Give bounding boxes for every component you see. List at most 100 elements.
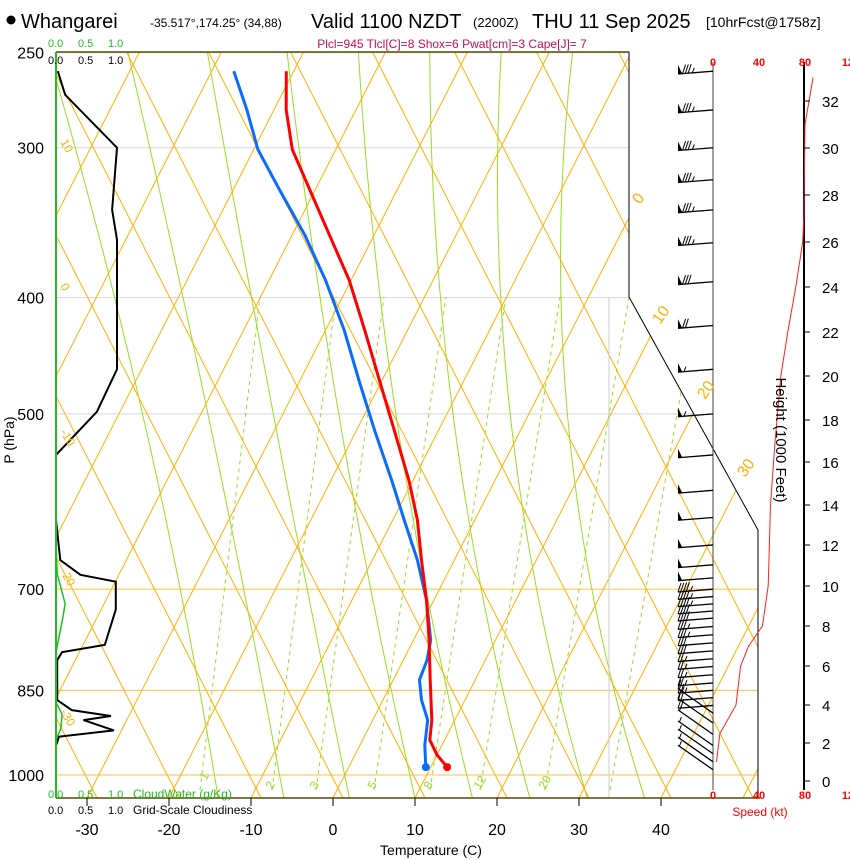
wind-barb-feather	[680, 636, 685, 646]
utc-time: (2200Z)	[473, 15, 519, 30]
wind-barb-feather	[687, 235, 692, 245]
height-tick-label: 12	[822, 538, 839, 555]
wind-barb-feather	[682, 275, 687, 285]
cloudiness-tick-bottom: 0.5	[78, 805, 93, 817]
cloudiness-label: Grid-Scale Cloudiness	[133, 803, 252, 817]
mixing-ratio-label: 20	[535, 773, 554, 792]
wind-barb	[677, 172, 714, 184]
wind-barb-half-feather	[678, 725, 682, 731]
wind-barb-pennant	[678, 141, 683, 151]
moist-adiabat-line	[429, 52, 531, 798]
isotherm-line	[86, 52, 468, 798]
wind-barb-feather	[680, 619, 685, 630]
pressure-tick-label: 850	[17, 683, 44, 700]
wind-barb-staff	[677, 516, 714, 521]
wind-barb	[677, 274, 714, 286]
height-tick-label: 24	[822, 280, 839, 297]
wind-barb-feather	[677, 628, 682, 638]
isotherm-line	[168, 52, 550, 798]
wind-barb-pennant	[678, 571, 683, 581]
forecast-info: [10hrFcst@1758z]	[706, 14, 821, 30]
temp-tick-label: 10	[406, 822, 424, 839]
wind-barb-feather	[684, 140, 689, 151]
wind-barb-pennant	[678, 319, 683, 329]
wind-barb-pennant	[678, 236, 683, 246]
temperature-line	[284, 71, 449, 769]
dry-adiabat-line	[454, 52, 758, 798]
temp-tick-label: 20	[488, 822, 506, 839]
mixing-ratio-label: 3	[306, 778, 322, 791]
wind-barb-feather	[683, 589, 688, 600]
cloudwater-tick-top: 0.0	[48, 38, 63, 50]
wind-barb-feather	[683, 619, 688, 630]
height-tick-label: 22	[822, 325, 839, 342]
isotherm-line	[56, 52, 222, 798]
wind-barb	[677, 659, 714, 670]
wind-barb-feather	[682, 141, 687, 151]
mixing-ratio-line	[429, 296, 507, 791]
wind-barb-half-feather	[681, 686, 685, 692]
dry-adiabat-line	[56, 52, 426, 798]
mixing-ratio-label: 12	[470, 773, 489, 792]
wind-barb-feather	[680, 628, 685, 638]
height-tick-label: 20	[822, 369, 839, 386]
wind-barb-feather	[680, 652, 685, 662]
wind-barb-feather	[680, 676, 685, 686]
wind-barb-half-feather	[687, 631, 691, 637]
wind-barb-half-feather	[684, 679, 688, 686]
wind-barb	[677, 689, 714, 724]
cloudiness-tick-top: 1.0	[108, 55, 123, 67]
mixing-ratio-label: 8	[420, 778, 436, 791]
wind-barb-feather	[677, 597, 682, 607]
wind-barb-pennant	[678, 448, 683, 458]
dry-adiabat-line	[56, 52, 262, 798]
speed-tick-top: 0	[710, 57, 716, 69]
wind-barb-feather	[687, 202, 692, 213]
wind-barb-pennant	[678, 538, 683, 548]
wind-barb-pennant	[678, 103, 683, 113]
wind-barb-feather	[687, 172, 692, 182]
cloudwater-tick-bottom: 1.0	[108, 789, 123, 801]
wind-barb	[677, 318, 714, 329]
wind-barb-feather	[677, 590, 682, 600]
wind-barb-half-feather	[691, 206, 695, 212]
wind-barb-staff	[677, 209, 714, 214]
dry-adiabat-line	[618, 52, 758, 798]
wind-barb-feather	[684, 64, 689, 74]
height-tick-label: 18	[822, 413, 839, 430]
valid-date: THU 11 Sep 2025	[532, 11, 691, 33]
wind-barb-staff	[677, 688, 714, 714]
height-tick-label: 8	[822, 619, 830, 636]
temp-tick-label: 30	[570, 822, 588, 839]
cloudiness-tick-bottom: 1.0	[108, 805, 123, 817]
moist-adiabat-line	[127, 52, 285, 798]
isotherm-label: 10	[649, 303, 673, 327]
wind-barb	[677, 644, 714, 655]
wind-barb-feather	[677, 683, 682, 694]
wind-barb	[677, 448, 714, 459]
wind-barb-feather	[677, 582, 682, 593]
wind-barb-staff	[677, 109, 714, 114]
cloudwater-label: CloudWater (g/Kg)	[133, 787, 232, 801]
wind-barb-staff	[677, 242, 714, 247]
wind-barb-feather	[677, 652, 682, 662]
wind-barb-feather	[677, 644, 682, 654]
isotherm-line	[56, 52, 386, 798]
wind-barb-feather	[685, 582, 690, 592]
wind-barb-half-feather	[678, 705, 682, 712]
height-tick-label: 4	[822, 698, 830, 715]
wind-barb-feather	[677, 604, 682, 614]
wind-barb-staff	[677, 489, 714, 494]
moist-adiabat-line	[560, 52, 646, 798]
isotherm-label: 30	[734, 456, 758, 480]
speed-tick-top: 40	[753, 57, 765, 69]
mixing-ratio-line	[479, 296, 561, 791]
wind-barb-feather	[682, 103, 687, 113]
speed-tick-top: 80	[799, 57, 811, 69]
isotherm-line	[660, 52, 758, 798]
wind-barb-feather	[677, 668, 682, 678]
pressure-tick-label: 700	[17, 582, 44, 599]
wind-barb-half-feather	[678, 733, 682, 739]
surface-temperature-point	[443, 763, 452, 772]
